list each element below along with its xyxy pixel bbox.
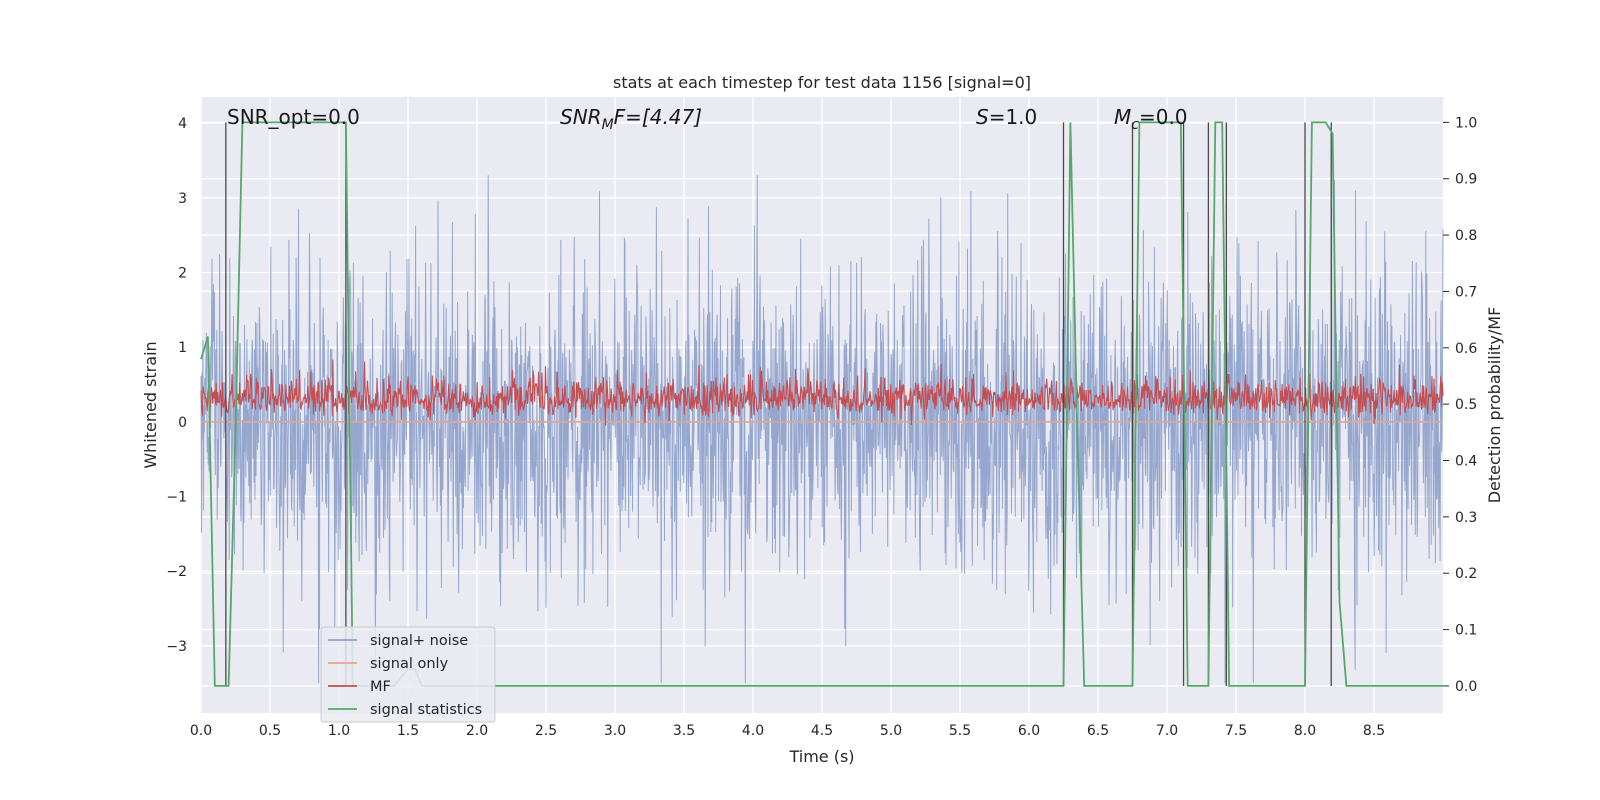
y-tick-label-left: −1 <box>166 489 187 505</box>
y-tick-label-right: 0.9 <box>1455 172 1477 188</box>
x-tick-label: 6.5 <box>1087 723 1109 739</box>
y-tick-label-left: −3 <box>166 639 187 655</box>
x-tick-label: 5.0 <box>880 723 902 739</box>
x-tick-label: 6.0 <box>1018 723 1040 739</box>
legend-label-signal-statistics: signal statistics <box>370 702 482 718</box>
annotation-s-main: S <box>976 105 989 129</box>
annotation-mc: Mc=0.0 <box>1114 105 1188 133</box>
y-tick-label-right: 0.8 <box>1455 228 1477 244</box>
x-tick-label: 8.5 <box>1363 723 1385 739</box>
y-tick-label-left: 3 <box>178 191 187 207</box>
series-layer <box>200 121 1444 687</box>
annotation-mc-main: M <box>1114 105 1131 129</box>
legend: signal+ noise signal only MF signal stat… <box>320 626 496 723</box>
annotation-mc-rest: =0.0 <box>1139 105 1188 129</box>
y-tick-label-right: 0.1 <box>1455 623 1477 639</box>
y-tick-label-left: −2 <box>166 564 187 580</box>
x-tick-label: 7.0 <box>1156 723 1178 739</box>
x-tick-label: 3.0 <box>604 723 626 739</box>
x-tick-label: 8.0 <box>1294 723 1316 739</box>
y-tick-label-right: 0.4 <box>1455 454 1477 470</box>
y-tick-label-right: 0.7 <box>1455 284 1477 300</box>
x-tick-label: 0.0 <box>190 723 212 739</box>
y-axis-label-left: Whitened strain <box>141 341 160 468</box>
y-tick-label-right: 0.5 <box>1455 397 1477 413</box>
x-tick-label: 2.5 <box>535 723 557 739</box>
chart-title: stats at each timestep for test data 115… <box>613 73 1031 92</box>
y-tick-label-left: 4 <box>178 116 187 132</box>
annotation-s-rest: =1.0 <box>989 105 1038 129</box>
annotation-snr-mf-rest: F=[4.47] <box>614 105 702 129</box>
x-tick-label: 0.5 <box>259 723 281 739</box>
x-tick-label: 3.5 <box>673 723 695 739</box>
x-tick-label: 4.5 <box>811 723 833 739</box>
annotation-snr-mf-main: SNR <box>560 105 602 129</box>
annotation-snr-mf-sub: M <box>602 117 614 133</box>
y-tick-label-left: 0 <box>178 415 187 431</box>
annotation-mc-sub: c <box>1131 117 1139 133</box>
series-mf <box>200 359 1444 426</box>
x-tick-label: 1.0 <box>328 723 350 739</box>
series-signal-statistics <box>200 121 1443 687</box>
legend-box <box>320 626 496 723</box>
x-tick-label: 4.0 <box>742 723 764 739</box>
legend-label-signal-only: signal only <box>370 656 449 672</box>
annotation-s: S=1.0 <box>976 105 1037 129</box>
y-tick-label-right: 0.2 <box>1455 566 1477 582</box>
x-tick-label: 5.5 <box>949 723 971 739</box>
legend-label-signal-noise: signal+ noise <box>370 633 468 649</box>
x-tick-label: 1.5 <box>397 723 419 739</box>
y-tick-label-right: 0.3 <box>1455 510 1477 526</box>
annotation-snr-opt: SNR_opt=0.0 <box>227 105 360 129</box>
y-tick-label-left: 2 <box>178 265 187 281</box>
x-tick-label: 7.5 <box>1225 723 1247 739</box>
y-tick-label-right: 0.6 <box>1455 341 1477 357</box>
y-axis-label-right: Detection probability/MF <box>1485 307 1504 504</box>
y-tick-label-left: 1 <box>178 340 187 356</box>
ticks: 0.0 0.5 1.0 1.5 2.0 2.5 3.0 3.5 4.0 4.5 5.0 5.5 6.0 6… <box>166 115 1477 739</box>
x-tick-label: 2.0 <box>466 723 488 739</box>
x-axis-label: Time (s) <box>788 747 854 766</box>
legend-label-mf: MF <box>370 679 391 695</box>
annotation-snr-mf: SNRMF=[4.47] <box>560 105 702 133</box>
y-tick-label-right: 1.0 <box>1455 115 1477 131</box>
y-tick-label-right: 0.0 <box>1455 679 1477 695</box>
